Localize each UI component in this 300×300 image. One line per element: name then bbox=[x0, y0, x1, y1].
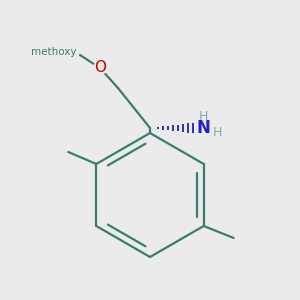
Text: O: O bbox=[94, 61, 106, 76]
Text: N: N bbox=[196, 119, 210, 137]
Text: methoxy: methoxy bbox=[31, 47, 76, 57]
Text: H: H bbox=[212, 127, 222, 140]
Text: H: H bbox=[198, 110, 208, 122]
